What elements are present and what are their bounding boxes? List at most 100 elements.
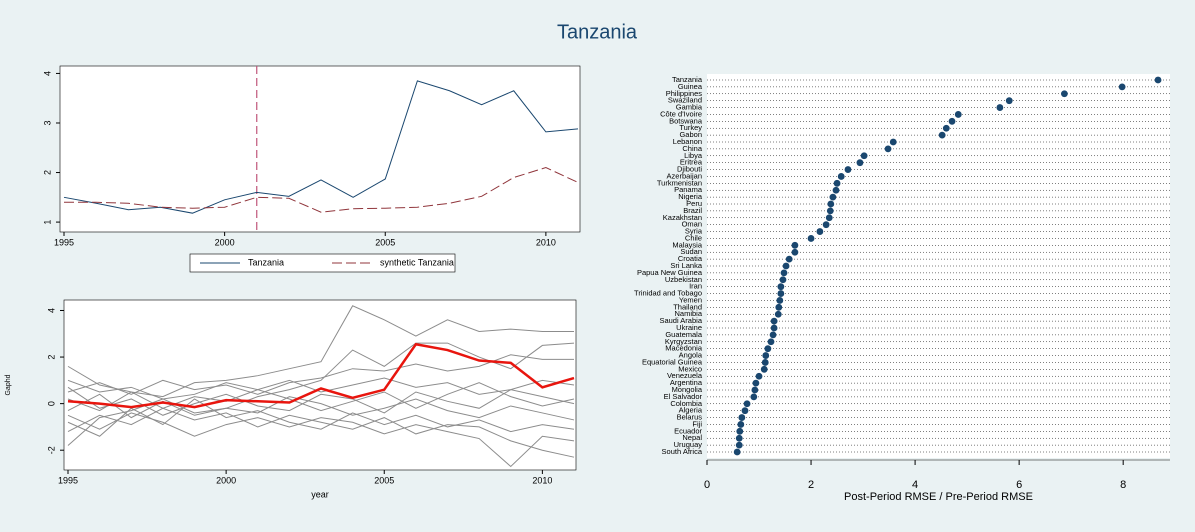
dot [761,359,769,366]
category-label: Syria [685,227,703,236]
category-label: Djibouti [677,165,702,174]
dot [770,324,778,332]
dot [856,159,864,167]
category-label: Uruguay [674,440,703,449]
x-tick-label: 2010 [532,475,552,485]
category-label: Argentina [670,378,703,387]
category-label: Chile [685,233,702,242]
category-label: Tanzania [672,75,703,84]
dot [829,193,837,201]
category-label: Algeria [679,406,703,415]
category-label: Oman [682,220,702,229]
category-label: Uzbekistan [665,275,702,284]
category-label: Belarus [677,413,703,422]
dot [942,124,950,132]
category-label: China [682,144,702,153]
category-label: Turkey [679,123,702,132]
dot [954,111,962,118]
x-tick-label: 2 [808,479,814,491]
category-label: Papua New Guinea [637,268,703,277]
dot [816,228,824,235]
category-label: Guinea [678,82,703,91]
category-label: Namibia [674,309,702,318]
dot [826,207,834,215]
x-tick-label: 4 [912,479,918,491]
dot [807,235,815,242]
x-tick-label: 8 [1120,479,1126,491]
x-tick-label: 1995 [58,475,78,485]
dot [948,117,956,125]
dot [774,310,782,318]
x-tick-label: 2005 [375,237,395,247]
series-line [67,393,575,421]
category-label: Fiji [692,419,702,428]
series-line [67,398,575,437]
legend-label: Tanzania [248,257,284,267]
x-tick-label: 0 [704,479,710,491]
category-label: Equatorial Guinea [642,357,703,366]
x-axis-label: Post-Period RMSE / Pre-Period RMSE [844,491,1033,503]
category-label: Sri Lanka [670,261,703,270]
dot [776,297,784,304]
dot [777,290,785,297]
series-line [64,167,579,213]
x-tick-label: 1995 [54,237,74,247]
series-line [67,407,575,458]
dot [738,414,746,421]
dot [884,145,892,153]
y-tick-label: 4 [46,308,56,313]
dot [779,276,787,284]
category-label: Azerbaijan [667,171,702,180]
series-line [67,386,575,416]
dot [1005,97,1013,105]
category-label: El Salvador [664,392,703,401]
plot-area [63,299,577,471]
category-label: Macedonia [665,344,703,353]
category-label: Brazil [683,206,702,215]
series-line [67,342,575,409]
category-label: South Africa [662,447,703,456]
x-axis-label: year [311,489,329,499]
y-tick-label: 4 [42,71,52,76]
category-label: Eritrea [680,158,703,167]
dot [782,262,790,270]
y-tick-label: 2 [46,355,56,360]
dot [822,221,830,229]
category-label: Turkmenistan [657,178,702,187]
dot [760,365,768,373]
dot [791,248,799,256]
dot [736,427,744,435]
dot [785,255,793,263]
category-label: Thailand [673,302,702,311]
category-label: Philippines [666,89,703,98]
series-line [67,377,575,400]
dot [764,345,772,353]
dot [833,179,841,187]
x-tick-label: 2005 [374,475,394,485]
category-label: Botswana [669,116,703,125]
dot [735,434,743,442]
category-label: Croatia [678,254,703,263]
y-tick-label: 1 [42,220,52,225]
figure-title: Tanzania [557,21,638,43]
dot [844,166,852,173]
category-label: Côte d'Ivoire [660,109,702,118]
dot [767,338,775,346]
category-label: Trinidad and Tobago [634,289,702,298]
category-label: Mongolia [672,385,703,394]
dot [750,393,758,401]
dot [1154,76,1162,84]
category-label: Mexico [678,364,702,373]
legend-label: synthetic Tanzania [380,257,454,267]
dot [832,186,840,194]
dot [827,200,835,208]
category-label: Ecuador [674,426,702,435]
category-label: Nigeria [678,192,703,201]
category-label: Libya [684,151,703,160]
dot [1118,83,1126,91]
category-label: Angola [679,351,703,360]
y-tick-label: 2 [42,170,52,175]
dot [743,400,751,408]
